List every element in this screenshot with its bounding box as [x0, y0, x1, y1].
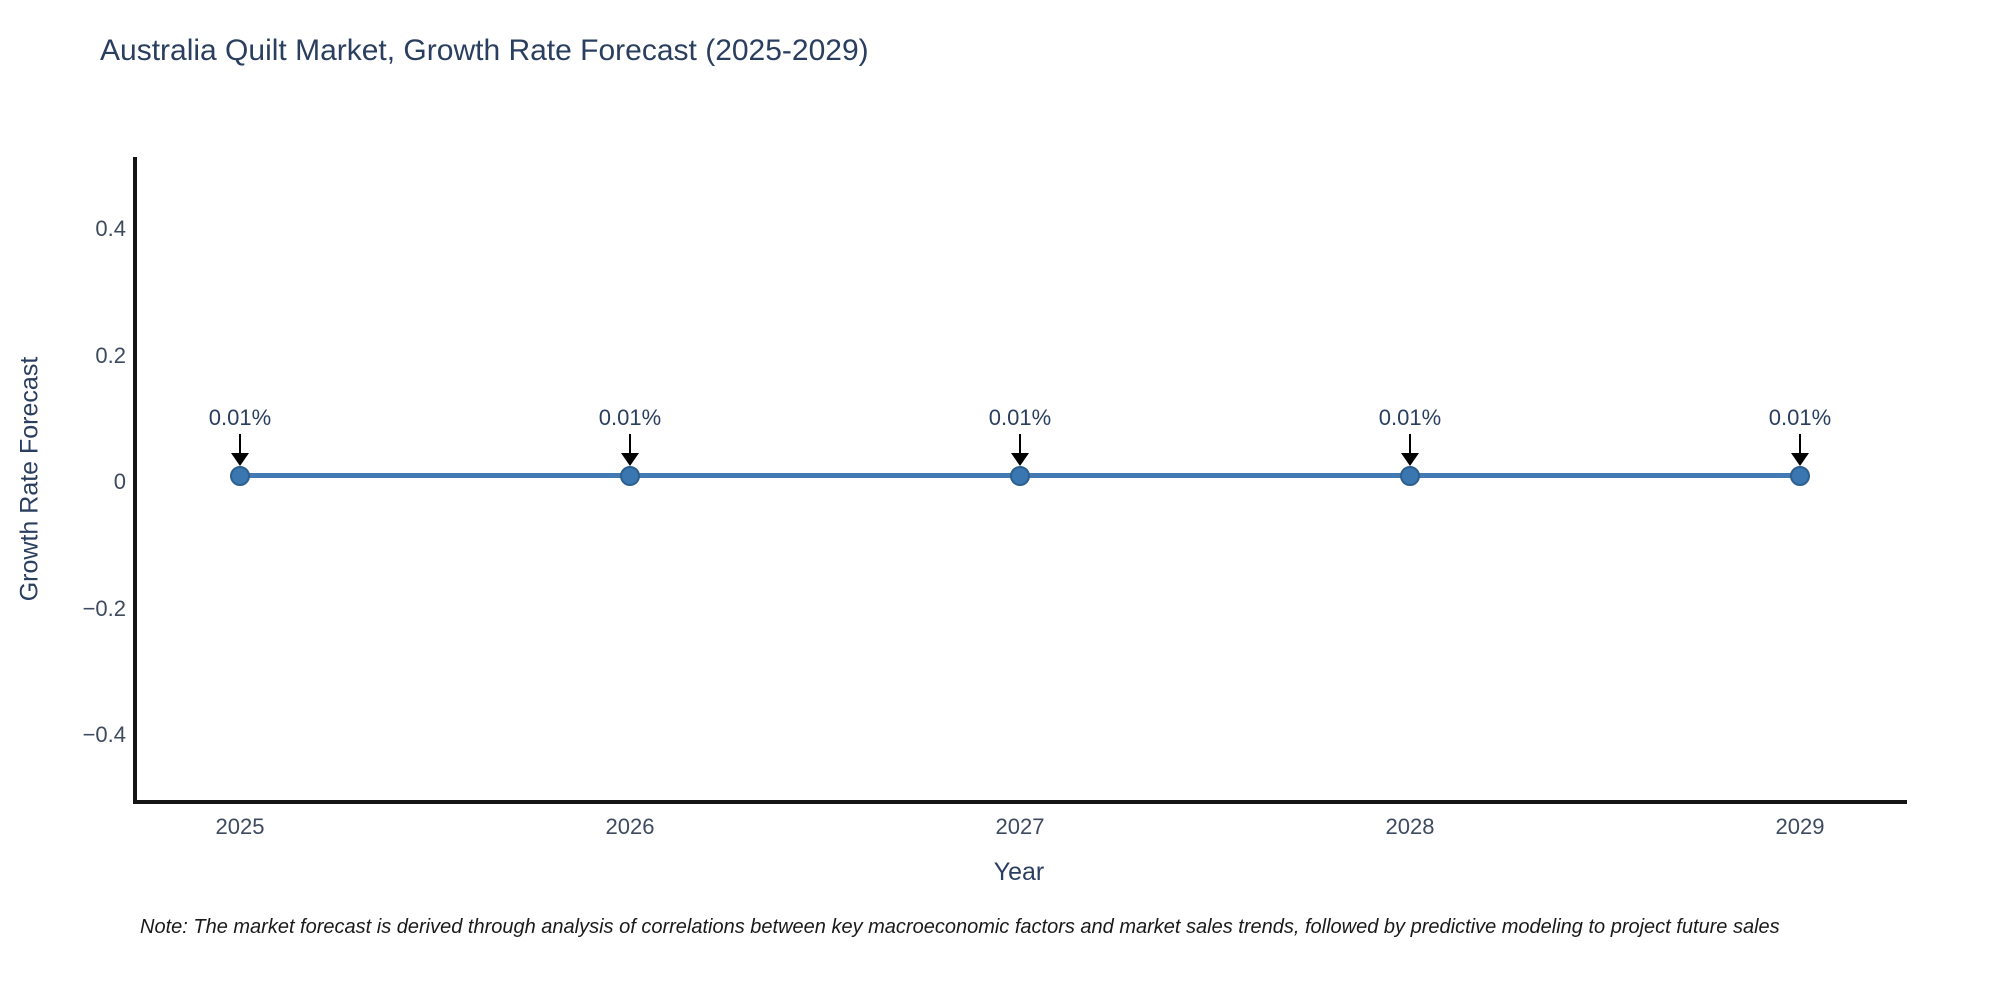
x-tick-label: 2027 [995, 814, 1045, 839]
x-axis-line [133, 800, 1907, 804]
point-annotation: 0.01% [988, 405, 1052, 430]
annotation-arrowhead [621, 453, 639, 466]
series-line [240, 473, 630, 478]
x-tick-label: 2029 [1775, 814, 1825, 839]
annotation-arrow [629, 434, 631, 454]
annotation-arrowhead [1791, 453, 1809, 466]
y-tick-label: 0.4 [95, 216, 126, 241]
annotation-arrowhead [231, 453, 249, 466]
series-line [1020, 473, 1410, 478]
x-tick-label: 2026 [605, 814, 655, 839]
point-annotation: 0.01% [1378, 405, 1442, 430]
y-tick-label: −0.2 [82, 595, 126, 621]
y-tick-label: −0.4 [82, 722, 126, 747]
y-axis-line [133, 157, 137, 804]
data-point-marker [1790, 466, 1810, 486]
y-tick-label: 0 [113, 469, 126, 494]
series-line [1410, 473, 1800, 478]
y-tick-label: 0.2 [95, 342, 126, 368]
data-point-marker [620, 466, 640, 486]
annotation-arrow [1019, 434, 1021, 454]
annotation-arrow [239, 434, 241, 454]
data-point-marker [1400, 466, 1420, 486]
annotation-arrow [1409, 434, 1411, 454]
point-annotation: 0.01% [208, 405, 272, 430]
footnote: Note: The market forecast is derived thr… [140, 916, 1780, 938]
data-point-marker [1010, 466, 1030, 486]
point-annotation: 0.01% [598, 405, 662, 430]
x-axis-label: Year [993, 858, 1045, 886]
data-point-marker [230, 466, 250, 486]
x-tick-label: 2025 [215, 814, 265, 839]
x-tick-label: 2028 [1385, 814, 1435, 839]
chart-title: Australia Quilt Market, Growth Rate Fore… [100, 34, 869, 67]
annotation-arrow [1799, 434, 1801, 454]
point-annotation: 0.01% [1768, 405, 1832, 430]
series-line [630, 473, 1020, 478]
annotation-arrowhead [1011, 453, 1029, 466]
annotation-arrowhead [1401, 453, 1419, 466]
